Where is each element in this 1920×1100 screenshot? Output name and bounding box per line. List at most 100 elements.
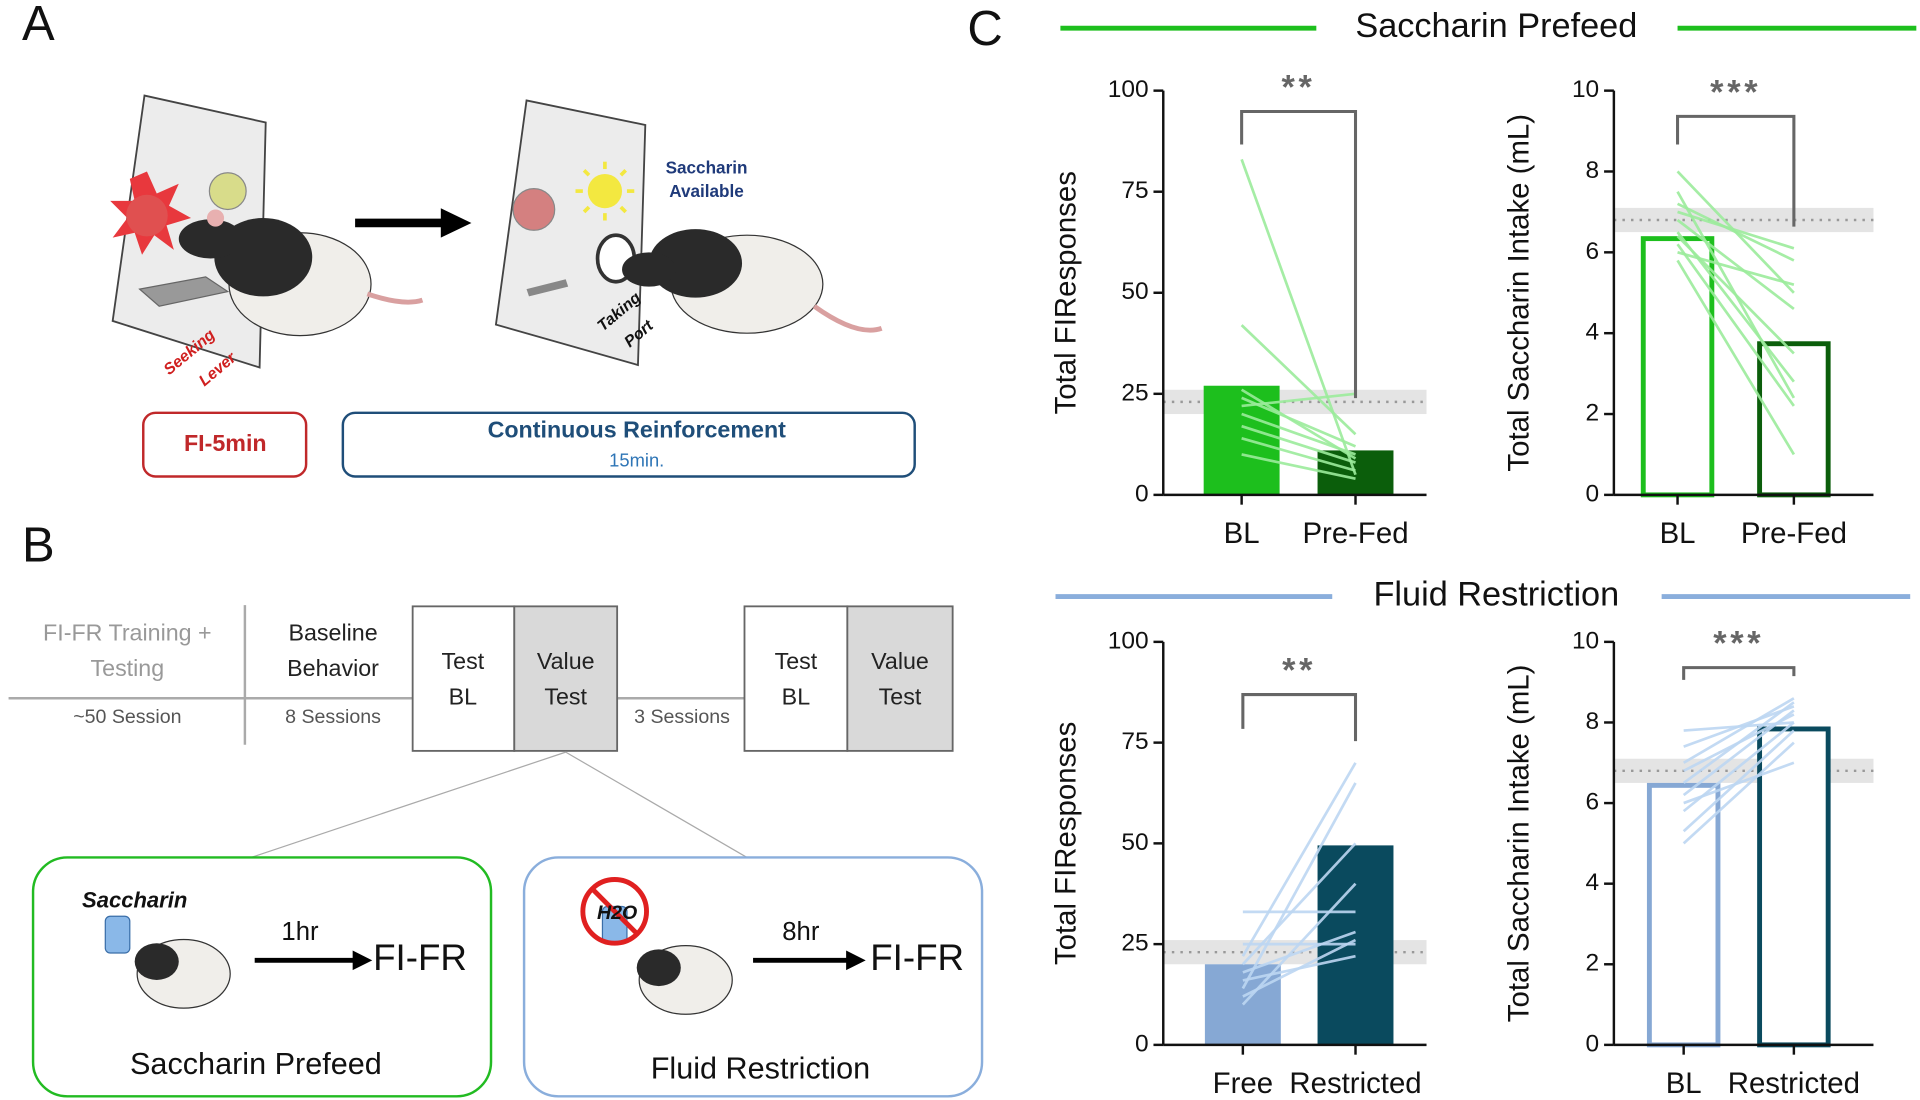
outcome-label: FI-FR [870, 937, 964, 978]
operant-box-seeking [110, 94, 424, 369]
phase-label: BL [449, 683, 478, 709]
x-tick-label: Restricted [1289, 1067, 1421, 1100]
bar [1757, 726, 1831, 1048]
outcome-label: FI-FR [373, 937, 467, 978]
phase-sessions: 3 Sessions [634, 706, 730, 728]
significance-bracket [1240, 109, 1358, 399]
zoom-line [565, 751, 748, 858]
condition-title: Fluid Restriction [651, 1052, 870, 1086]
y-axis-title: Total Saccharin Intake (mL) [1503, 114, 1536, 472]
schedule-label: FI-5min [184, 430, 267, 456]
phase-label: Test [879, 683, 922, 709]
y-tick-label: 4 [1586, 319, 1600, 346]
rat-icon [134, 943, 179, 980]
y-tick-label: 10 [1572, 76, 1599, 103]
y-tick-label: 6 [1586, 238, 1600, 265]
delay-label: 1hr [281, 918, 319, 946]
panel-label: B [22, 519, 55, 573]
subject-line [1677, 210, 1795, 250]
annotation: Saccharin [666, 158, 748, 178]
y-tick-label: 25 [1121, 379, 1148, 406]
y-tick-label: 75 [1121, 728, 1148, 755]
phase-box [846, 605, 954, 752]
schedule-box [341, 411, 916, 478]
phase-label: BL [782, 683, 811, 709]
y-tick-label: 2 [1586, 399, 1600, 426]
y-tick-label: 0 [1586, 480, 1600, 507]
y-tick-label: 6 [1586, 789, 1600, 816]
subject-line [1241, 453, 1356, 481]
schedule-label: Continuous Reinforcement [488, 416, 787, 442]
schedule-box [142, 411, 308, 478]
phase-label: Test [442, 648, 485, 674]
subject-line [1241, 782, 1357, 990]
panel-label: A [22, 0, 55, 51]
subject-line [1683, 761, 1795, 805]
no-icon [590, 887, 639, 936]
significance-label: ** [1282, 652, 1316, 690]
subject-line [1241, 842, 1357, 966]
bottle-icon [104, 915, 131, 954]
section-heading: Saccharin Prefeed [1355, 7, 1637, 45]
phase-box [743, 605, 849, 752]
phase-label: Test [775, 648, 818, 674]
y-tick-label: 4 [1586, 869, 1600, 896]
phase-label: Testing [91, 655, 165, 681]
rat-icon [636, 949, 681, 987]
subject-line [1242, 930, 1356, 974]
annotation: Available [669, 181, 744, 201]
phase-label: FI-FR Training + [43, 620, 212, 646]
phase-sessions: ~50 Session [73, 706, 181, 728]
bar [1646, 782, 1721, 1048]
y-tick-label: 2 [1586, 950, 1600, 977]
y-tick-label: 0 [1135, 480, 1149, 507]
phase-label: Test [544, 683, 587, 709]
operant-box-taking [494, 99, 883, 367]
bar [1757, 341, 1831, 498]
subject-line [1241, 762, 1357, 957]
panel-label: C [967, 2, 1002, 56]
x-tick-label: BL [1660, 517, 1696, 550]
condition-box [522, 856, 984, 1098]
subject-line [1677, 251, 1795, 286]
y-tick-label: 50 [1121, 278, 1148, 305]
y-tick-label: 25 [1121, 930, 1148, 957]
phase-label: Behavior [287, 655, 379, 681]
y-axis-title: Total Saccharin Intake (mL) [1503, 665, 1536, 1023]
phase-label: Value [537, 648, 595, 674]
subject-line [1676, 259, 1796, 456]
subject-line [1676, 218, 1795, 311]
significance-label: *** [1710, 73, 1761, 111]
arrow-head [352, 950, 373, 971]
x-tick-label: Free [1213, 1067, 1273, 1100]
y-tick-label: 100 [1108, 627, 1149, 654]
subject-line [1241, 412, 1356, 456]
y-tick-label: 75 [1121, 177, 1148, 204]
phase-box [513, 605, 619, 752]
x-tick-label: BL [1666, 1067, 1702, 1100]
subject-line [1240, 324, 1357, 436]
subject-line [1241, 436, 1356, 472]
y-tick-label: 0 [1135, 1030, 1149, 1057]
subject-line [1682, 697, 1795, 764]
x-tick-label: Restricted [1728, 1067, 1860, 1100]
subject-line [1242, 938, 1357, 998]
subject-line [1240, 158, 1357, 476]
subject-line [1241, 396, 1357, 448]
x-tick-label: Pre-Fed [1302, 517, 1408, 550]
subject-line [1241, 424, 1356, 464]
subject-line [1682, 729, 1795, 833]
phase-box [411, 605, 516, 752]
x-tick-label: BL [1224, 517, 1260, 550]
phase-label: Value [871, 648, 929, 674]
subject-line [1683, 721, 1794, 732]
phase-label: Baseline [288, 620, 377, 646]
significance-label: ** [1282, 68, 1316, 106]
y-axis-title: Total FIResponses [1050, 722, 1083, 965]
subject-line [1682, 741, 1795, 845]
no-icon [580, 877, 649, 946]
bottle-label: Saccharin [82, 887, 187, 912]
significance-label: *** [1713, 625, 1764, 663]
significance-bracket [1676, 114, 1796, 227]
